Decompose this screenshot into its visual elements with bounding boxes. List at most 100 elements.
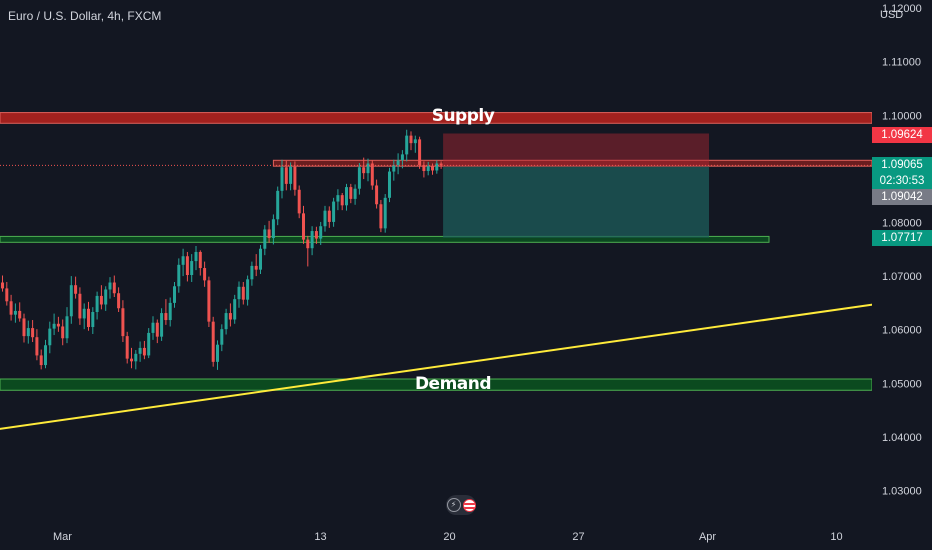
candle xyxy=(263,225,267,256)
candle-body xyxy=(74,285,78,294)
candle xyxy=(228,303,232,327)
candle xyxy=(336,189,340,211)
candle-body xyxy=(5,288,9,302)
y-tick-label: 1.07000 xyxy=(882,271,922,283)
candle-body xyxy=(56,323,60,327)
candle-body xyxy=(263,229,267,249)
candle-body xyxy=(155,322,159,337)
candle xyxy=(280,159,284,199)
stop-loss-zone xyxy=(443,133,709,167)
candle xyxy=(319,221,323,245)
candle xyxy=(362,157,366,180)
candle xyxy=(224,308,228,335)
trendline-layer xyxy=(0,295,932,430)
candle xyxy=(418,136,422,169)
candle-body xyxy=(173,286,176,303)
candle xyxy=(293,161,297,196)
candle-body xyxy=(413,139,417,144)
candle-body xyxy=(237,286,241,300)
candle xyxy=(409,131,413,151)
candle xyxy=(142,340,146,360)
candle-body xyxy=(370,163,374,186)
candle-body xyxy=(48,328,52,346)
candle-body xyxy=(435,163,439,171)
candle-body xyxy=(78,293,82,319)
candle xyxy=(52,313,56,336)
candle xyxy=(160,308,164,341)
demand-zone-label: Demand xyxy=(414,373,492,394)
candle xyxy=(22,313,26,343)
candle xyxy=(9,294,13,321)
candle-body xyxy=(254,265,258,270)
candle-body xyxy=(9,301,13,315)
candle xyxy=(233,294,237,324)
y-tick-label: 1.08000 xyxy=(882,217,922,229)
candle xyxy=(198,250,202,276)
candle xyxy=(108,277,112,299)
candle xyxy=(353,184,357,205)
candle xyxy=(35,329,39,361)
candle xyxy=(392,159,396,181)
flash-icon: ⚡ xyxy=(446,498,461,512)
candle xyxy=(327,206,331,228)
candle xyxy=(271,214,275,245)
x-tick-label: 27 xyxy=(572,531,584,543)
candle xyxy=(435,160,439,174)
candle-body xyxy=(228,313,232,320)
candle-body xyxy=(18,310,22,319)
candle xyxy=(366,158,370,182)
candle-body xyxy=(319,226,323,239)
candle xyxy=(117,287,121,312)
candle xyxy=(121,300,125,343)
candle xyxy=(5,281,9,306)
candle xyxy=(426,161,430,176)
candle xyxy=(216,340,219,370)
candle-body xyxy=(194,251,198,262)
candle-body xyxy=(426,166,430,172)
candle-body xyxy=(422,165,426,172)
candle-body xyxy=(168,302,172,321)
candle-body xyxy=(259,248,262,270)
candle-body xyxy=(138,347,142,354)
candle-body xyxy=(246,279,250,300)
candle-body xyxy=(151,322,155,333)
candle xyxy=(246,275,250,306)
candles-layer xyxy=(1,129,443,370)
candle xyxy=(388,167,391,203)
y-tick-label: 1.05000 xyxy=(882,378,922,390)
symbol-title[interactable]: Euro / U.S. Dollar, 4h, FXCM xyxy=(8,9,162,23)
candle-body xyxy=(379,204,383,229)
time-axis: Mar132027Apr101724May815 xyxy=(0,520,932,550)
candle xyxy=(237,281,241,308)
candle xyxy=(250,261,254,286)
time-axis-bg xyxy=(0,520,932,550)
x-tick-label: 20 xyxy=(443,531,455,543)
candle xyxy=(310,226,314,256)
take-profit-zone xyxy=(443,166,709,238)
axis-currency-label[interactable]: USD xyxy=(880,9,904,21)
x-tick-label: Mar xyxy=(53,531,72,543)
candle xyxy=(155,319,159,344)
candle-body xyxy=(400,154,404,161)
candle-body xyxy=(1,282,4,289)
candle-body xyxy=(349,187,353,199)
candle-body xyxy=(147,332,151,356)
candle xyxy=(48,321,52,354)
candle xyxy=(422,161,426,178)
price-axis: 1.120001.110001.100001.090001.080001.070… xyxy=(872,0,932,550)
candle xyxy=(254,254,258,277)
candle-body xyxy=(431,166,434,171)
candle-body xyxy=(310,231,314,249)
last-price-badge: 1.09065 02:30:53 xyxy=(872,157,932,190)
broker-badge[interactable]: ⚡ xyxy=(446,495,476,515)
candle xyxy=(413,135,417,153)
candle xyxy=(375,179,379,209)
candle-body xyxy=(142,347,146,356)
candle-body xyxy=(164,313,168,321)
candle xyxy=(211,316,215,367)
candle-body xyxy=(327,210,331,222)
candle xyxy=(349,183,353,204)
candle-body xyxy=(340,195,344,206)
